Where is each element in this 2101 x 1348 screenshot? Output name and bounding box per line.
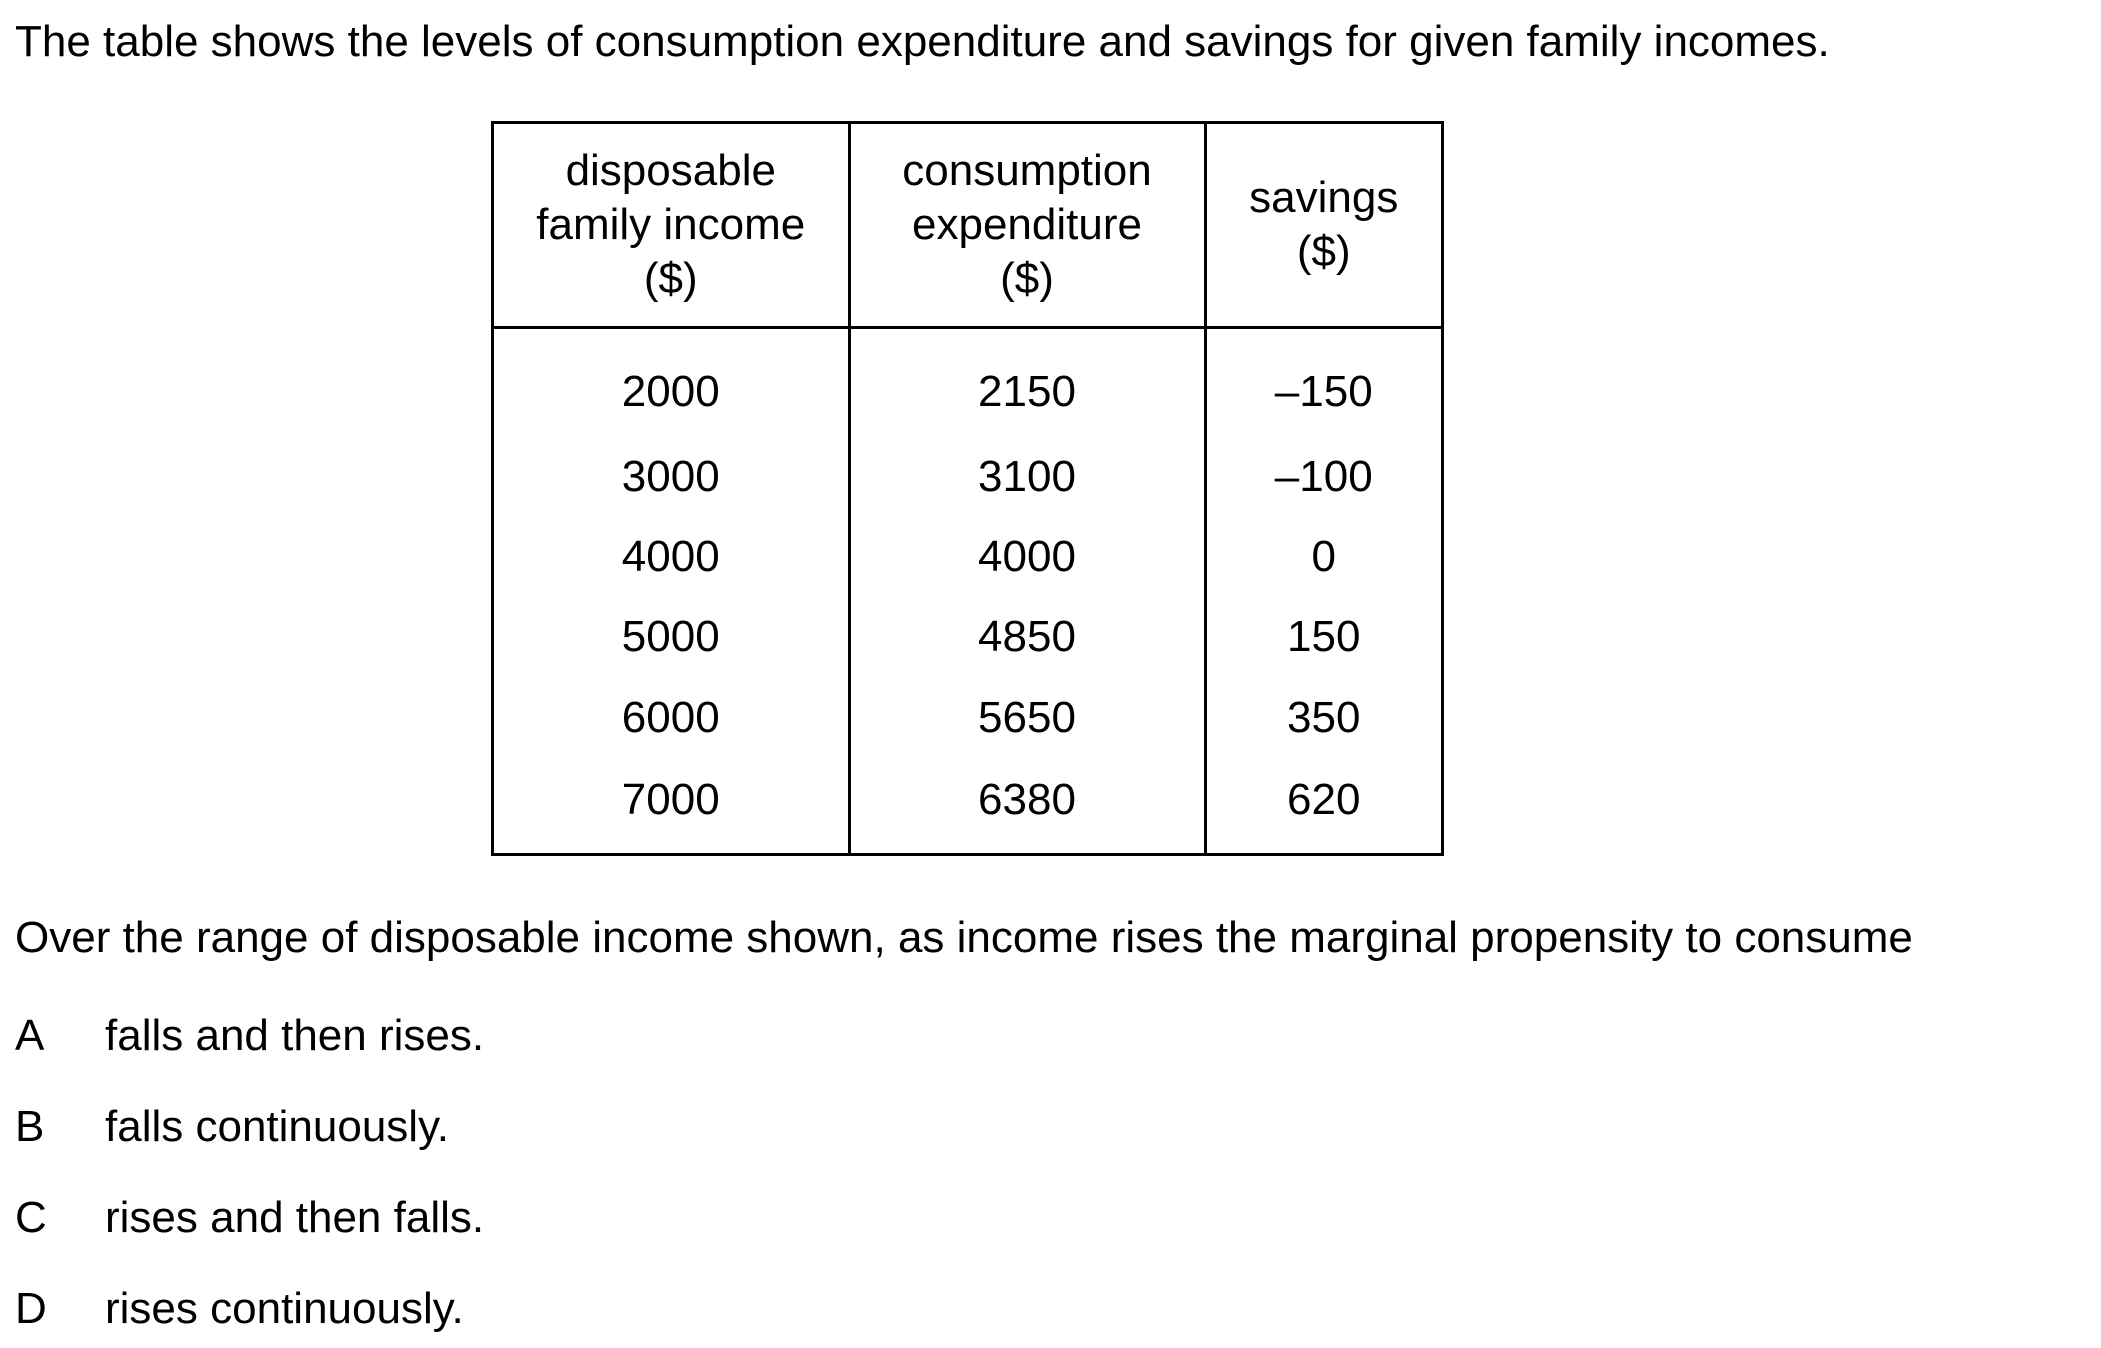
header-line: disposable bbox=[565, 146, 776, 195]
header-line: ($) bbox=[1000, 254, 1054, 303]
cell-consumption: 4000 bbox=[847, 517, 1205, 598]
cell-income: 5000 bbox=[621, 612, 720, 662]
cell-consumption: 3100 bbox=[847, 436, 1205, 518]
header-line: savings bbox=[1249, 173, 1399, 222]
cell-savings: 620 bbox=[1203, 757, 1441, 853]
header-line: family income bbox=[536, 200, 806, 249]
header-line: consumption bbox=[902, 146, 1152, 195]
data-table-frame: disposable family income ($) consumption… bbox=[491, 121, 1444, 856]
data-table: disposable family income ($) consumption… bbox=[494, 124, 1441, 853]
question-text: Over the range of disposable income show… bbox=[15, 913, 1913, 962]
header-disposable-income: disposable family income ($) bbox=[494, 124, 849, 329]
table-row: 2000 2150 –150 bbox=[494, 327, 1441, 437]
header-consumption-expenditure: consumption expenditure ($) bbox=[847, 124, 1205, 329]
table-header-row: disposable family income ($) consumption… bbox=[494, 124, 1441, 329]
option-letter: B bbox=[15, 1102, 45, 1151]
cell-savings: 150 bbox=[1203, 597, 1441, 678]
cell-consumption: 2150 bbox=[847, 327, 1205, 437]
intro-text: The table shows the levels of consumptio… bbox=[15, 17, 1830, 66]
cell-savings: 350 bbox=[1203, 677, 1441, 758]
cell-consumption: 4850 bbox=[847, 597, 1205, 678]
header-savings: savings ($) bbox=[1203, 124, 1441, 329]
cell-consumption: 6380 bbox=[847, 757, 1205, 853]
cell-income: 7000 bbox=[621, 775, 720, 825]
option-letter: D bbox=[15, 1284, 47, 1333]
option-text: rises and then falls. bbox=[105, 1193, 485, 1242]
table-row: 7000 6380 620 bbox=[494, 757, 1441, 853]
table-row: 3000 3100 –100 bbox=[494, 436, 1441, 518]
header-line: expenditure bbox=[912, 200, 1142, 249]
table-row: 6000 5650 350 bbox=[494, 677, 1441, 758]
cell-income: 4000 bbox=[621, 532, 720, 582]
cell-consumption: 5650 bbox=[847, 677, 1205, 758]
option-text: falls and then rises. bbox=[105, 1011, 485, 1060]
option-letter: A bbox=[15, 1011, 45, 1060]
cell-income: 2000 bbox=[621, 366, 720, 416]
cell-income: 6000 bbox=[621, 692, 720, 742]
cell-income: 3000 bbox=[621, 451, 720, 501]
cell-savings: –100 bbox=[1203, 436, 1441, 518]
header-line: ($) bbox=[1296, 227, 1351, 276]
cell-savings: –150 bbox=[1203, 327, 1441, 437]
header-line: ($) bbox=[643, 254, 698, 303]
table-row: 4000 4000 0 bbox=[494, 517, 1441, 598]
cell-savings: 0 bbox=[1203, 517, 1441, 598]
table-row: 5000 4850 150 bbox=[494, 597, 1441, 678]
option-letter: C bbox=[15, 1193, 47, 1242]
option-text: rises continuously. bbox=[105, 1284, 464, 1333]
option-text: falls continuously. bbox=[105, 1102, 450, 1151]
